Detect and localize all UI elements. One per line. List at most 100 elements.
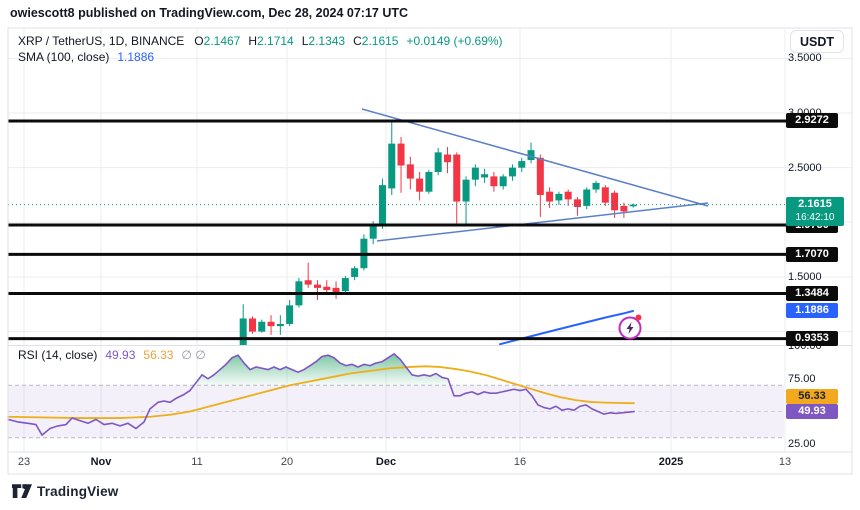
candlestick [536,154,544,217]
ohlc-values: O2.1467 H2.1714 L2.1343 C2.1615 [194,34,406,48]
rsi-overbought-fill [194,353,451,386]
candlestick [397,137,405,193]
chart-frame-border [7,27,853,475]
level-price-label: 1.7070 [786,246,838,262]
symbol-title: XRP / TetherUS, 1D, BINANCE [18,34,185,48]
candlestick [499,174,507,190]
candlestick [434,147,442,176]
candlestick [351,266,359,281]
chart-legend: XRP / TetherUS, 1D, BINANCE O2.1467 H2.171… [18,33,503,65]
time-tick-label: Dec [375,456,397,468]
triangle-trendline-lower[interactable] [376,202,709,242]
time-axis[interactable]: 23 Nov 11 20 Dec 16 2025 13 [0,454,860,474]
rsi-tick-label: 75.00 [788,372,816,385]
price-tick-label: 2.5000 [788,161,822,174]
rsi-line [7,353,635,436]
level-price-label: 1.3484 [786,286,838,302]
candlestick [416,172,424,201]
tradingview-logo-text[interactable]: TradingView [37,484,119,499]
candlestick [276,315,284,335]
candlestick [564,189,572,206]
rsi-legend-row[interactable]: RSI (14, close) 49.93 56.33 ∅ ∅ [18,348,206,362]
candlestick [481,168,489,183]
candlestick [453,152,461,224]
candlestick [406,156,414,190]
candlestick [267,315,275,335]
candlestick [601,185,609,206]
ohlc-value: 2.1615 [361,34,399,48]
ohlc-value: 2.1343 [308,34,346,48]
candlestick [527,142,535,164]
candlestick [323,280,331,293]
ohlc-value: 2.1714 [257,34,294,48]
currency-toggle-button[interactable]: USDT [790,30,844,53]
rsi-ma-line [7,365,635,419]
rsi-ma-value: 56.33 [143,348,174,362]
sma-price-label: 1.1886 [786,303,838,319]
rsi-indicator-label: RSI (14, close) [18,348,98,362]
price-tick-label: 3.5000 [788,52,822,65]
sma-line [499,309,634,345]
rsi-value: 49.93 [105,348,136,362]
candlestick [360,234,368,271]
ohlc-key: O [194,34,204,48]
candlestick [462,176,470,226]
time-tick-label: 23 [17,456,31,468]
candlestick [471,164,479,187]
candlestick [546,187,554,209]
triangle-trendline-upper[interactable] [361,108,709,207]
candlestick [425,169,433,194]
candlestick [313,280,321,300]
flash-icon[interactable] [618,314,642,340]
footer: TradingView [12,484,118,499]
ohlc-key: C [353,34,362,48]
bar-countdown: 16:42:10 [795,212,835,224]
rsi-ma-axis-label: 56.33 [786,389,838,404]
candlestick [304,262,312,288]
candlestick [508,164,516,181]
change-value: +0.0149 (+0.69%) [406,34,503,48]
symbol-legend-row[interactable]: XRP / TetherUS, 1D, BINANCE O2.1467 H2.171… [18,33,503,49]
candlestick [443,146,451,174]
candlestick [378,178,386,229]
tradingview-logo-icon [12,484,32,499]
time-tick-label: 16 [513,456,527,468]
level-price-label: 2.9272 [786,113,838,129]
candlestick [518,157,526,173]
candlestick [258,319,266,333]
sma-legend-row[interactable]: SMA (100, close) 1.1886 [18,49,503,65]
candlestick [248,316,256,334]
level-price-label: 0.9353 [786,331,838,347]
rsi-tick-label: 25.00 [788,438,816,451]
candlestick [555,191,563,205]
time-tick-label: 13 [778,456,792,468]
time-tick-label: 20 [280,456,294,468]
candlestick [341,275,349,294]
candlestick [332,281,340,299]
rsi-hidden-bands: ∅ ∅ [181,348,206,362]
sma-indicator-label: SMA (100, close) [18,50,110,64]
candlestick [388,121,396,195]
candlestick [573,197,581,216]
candlestick [286,299,294,327]
ohlc-key: H [248,34,258,48]
candlestick [490,172,498,192]
time-tick-label: 2025 [658,456,684,468]
candlestick [239,304,247,345]
alert-dot [635,314,642,321]
candlestick [629,203,637,208]
price-axis[interactable]: 3.50003.00002.50001.5000100.0075.0025.00… [786,0,852,480]
rsi-axis-label: 49.93 [786,404,838,420]
current-price-label: 2.1615 16:42:10 [786,197,844,227]
candlestick [592,180,600,193]
ohlc-value: 2.1467 [203,34,241,48]
byline: owiescott8 published on TradingView.com,… [10,6,409,20]
time-tick-label: 11 [191,456,203,468]
time-tick-label: Nov [90,456,112,468]
candlestick [620,202,628,218]
sma-value: 1.1886 [117,50,155,64]
ohlc-key: L [301,34,309,48]
price-tick-label: 1.5000 [788,270,822,283]
